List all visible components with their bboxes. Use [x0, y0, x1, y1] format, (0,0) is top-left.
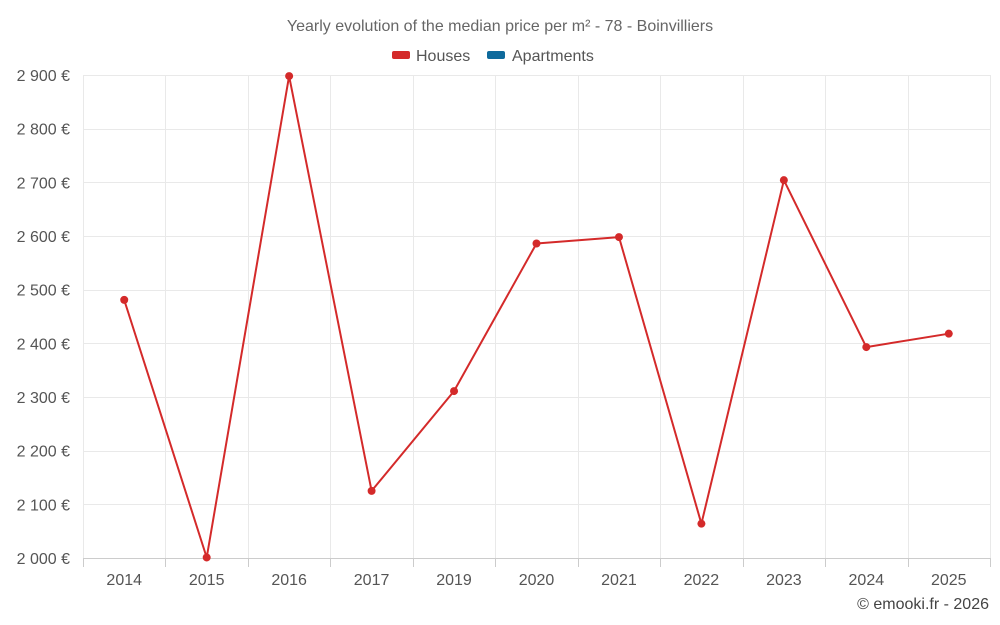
- legend-label-apartments: Apartments: [512, 48, 594, 65]
- y-tick-label: 2 900 €: [17, 68, 70, 85]
- y-tick-label: 2 200 €: [17, 444, 70, 461]
- y-tick-label: 2 100 €: [17, 497, 70, 514]
- data-point-houses[interactable]: [779, 176, 788, 185]
- legend-label-houses: Houses: [416, 48, 470, 65]
- data-point-houses[interactable]: [285, 72, 294, 81]
- data-point-houses[interactable]: [120, 295, 129, 304]
- x-tick-label: 2023: [766, 572, 802, 589]
- data-point-houses[interactable]: [450, 387, 459, 396]
- x-tick-label: 2025: [931, 572, 967, 589]
- legend-swatch-apartments: [487, 51, 505, 59]
- data-point-houses[interactable]: [614, 233, 623, 242]
- data-point-houses[interactable]: [697, 519, 706, 528]
- x-tick-label: 2019: [436, 572, 472, 589]
- y-tick-label: 2 600 €: [17, 229, 70, 246]
- x-tick-label: 2024: [849, 572, 885, 589]
- y-tick-label: 2 300 €: [17, 390, 70, 407]
- credit-text: © emooki.fr - 2026: [857, 596, 989, 613]
- data-point-houses[interactable]: [202, 553, 211, 562]
- y-tick-label: 2 800 €: [17, 122, 70, 139]
- chart-title: Yearly evolution of the median price per…: [287, 18, 713, 35]
- y-tick-label: 2 000 €: [17, 551, 70, 568]
- x-tick-label: 2022: [684, 572, 720, 589]
- y-tick-label: 2 400 €: [17, 336, 70, 353]
- legend-swatch-houses: [392, 51, 410, 59]
- y-axis: 2 000 € 2 100 € 2 200 € 2 300 € 2 400 € 2 500…: [17, 68, 70, 568]
- data-point-houses[interactable]: [532, 239, 541, 248]
- data-point-houses[interactable]: [862, 343, 871, 352]
- x-tick-label: 2021: [601, 572, 637, 589]
- y-tick-label: 2 700 €: [17, 175, 70, 192]
- grid: [83, 75, 991, 558]
- legend-item-houses[interactable]: Houses: [392, 48, 470, 65]
- series-houses: [120, 72, 953, 562]
- x-tick-label: 2017: [354, 572, 390, 589]
- x-axis: 2014 2015 2016 2017 2019 2020 2021 2022 2023 2024…: [83, 558, 991, 589]
- y-tick-label: 2 500 €: [17, 283, 70, 300]
- data-point-houses[interactable]: [944, 329, 953, 338]
- x-tick-label: 2016: [271, 572, 307, 589]
- x-tick-label: 2014: [106, 572, 142, 589]
- x-tick-label: 2015: [189, 572, 225, 589]
- data-point-houses[interactable]: [367, 486, 376, 495]
- legend: Houses Apartments: [392, 48, 594, 65]
- legend-item-apartments[interactable]: Apartments: [487, 48, 594, 65]
- x-tick-label: 2020: [519, 572, 555, 589]
